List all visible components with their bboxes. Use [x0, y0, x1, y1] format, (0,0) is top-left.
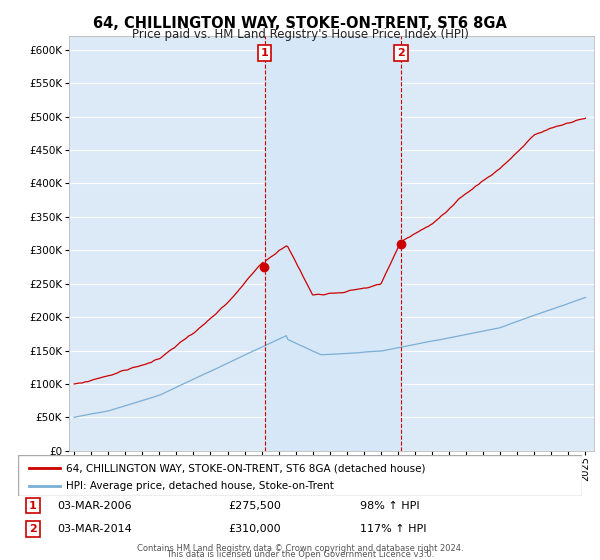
Text: 2: 2 — [397, 48, 405, 58]
Text: This data is licensed under the Open Government Licence v3.0.: This data is licensed under the Open Gov… — [166, 550, 434, 559]
Text: Price paid vs. HM Land Registry's House Price Index (HPI): Price paid vs. HM Land Registry's House … — [131, 28, 469, 41]
Text: 1: 1 — [29, 501, 37, 511]
Text: 03-MAR-2006: 03-MAR-2006 — [57, 501, 131, 511]
Bar — [265, 36, 401, 451]
Text: 64, CHILLINGTON WAY, STOKE-ON-TRENT, ST6 8GA (detached house): 64, CHILLINGTON WAY, STOKE-ON-TRENT, ST6… — [66, 463, 425, 473]
Text: Contains HM Land Registry data © Crown copyright and database right 2024.: Contains HM Land Registry data © Crown c… — [137, 544, 463, 553]
Text: £275,500: £275,500 — [228, 501, 281, 511]
Text: 2: 2 — [29, 524, 37, 534]
FancyBboxPatch shape — [18, 455, 582, 496]
Text: 117% ↑ HPI: 117% ↑ HPI — [360, 524, 427, 534]
Text: £310,000: £310,000 — [228, 524, 281, 534]
Text: 64, CHILLINGTON WAY, STOKE-ON-TRENT, ST6 8GA: 64, CHILLINGTON WAY, STOKE-ON-TRENT, ST6… — [93, 16, 507, 31]
Text: 1: 1 — [260, 48, 268, 58]
Text: 03-MAR-2014: 03-MAR-2014 — [57, 524, 132, 534]
Text: 98% ↑ HPI: 98% ↑ HPI — [360, 501, 419, 511]
Text: HPI: Average price, detached house, Stoke-on-Trent: HPI: Average price, detached house, Stok… — [66, 480, 334, 491]
